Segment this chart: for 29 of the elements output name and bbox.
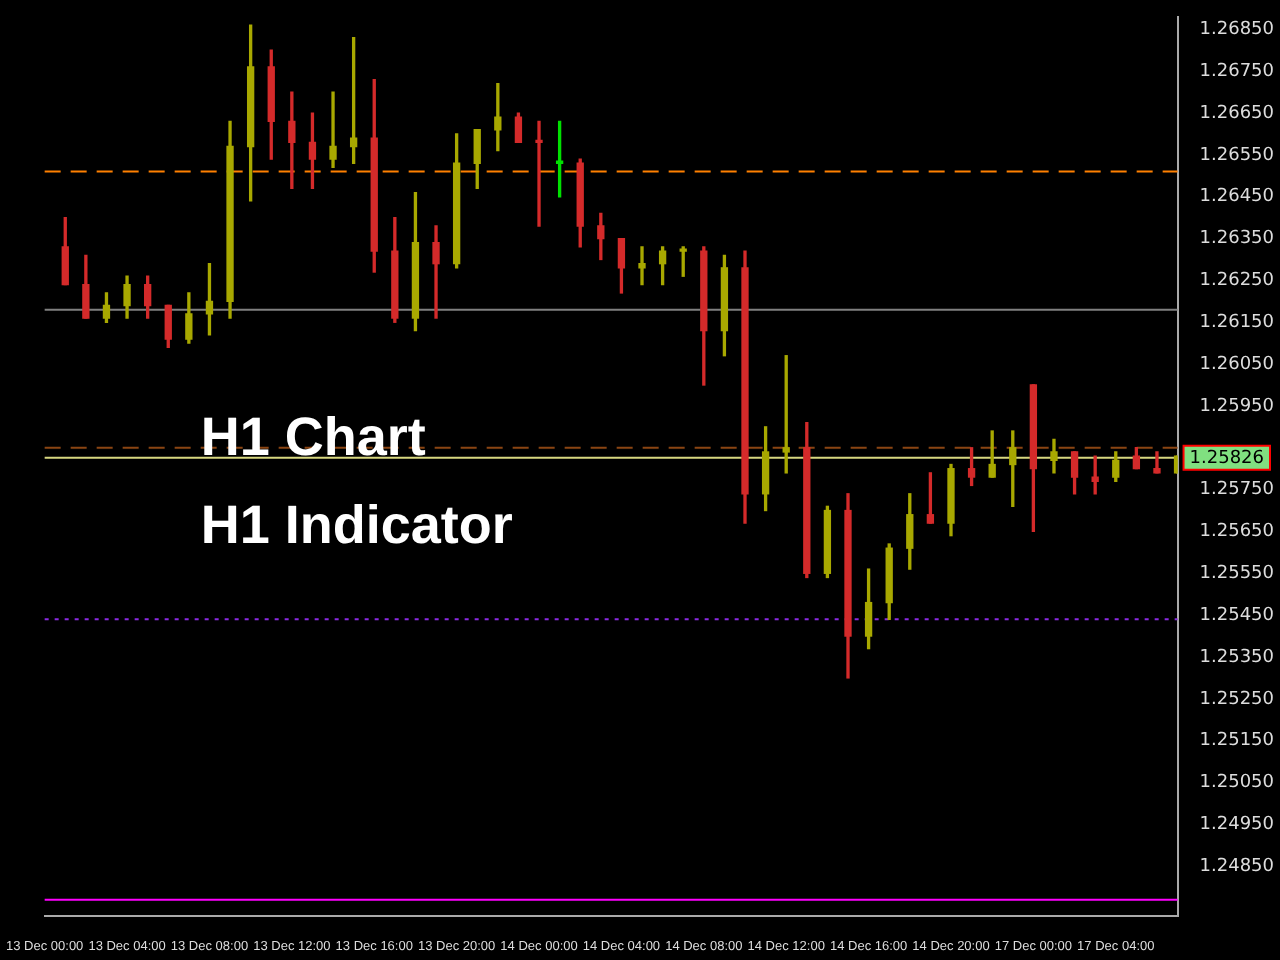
- candlestick: [638, 246, 646, 286]
- annotation: H1 Chart: [200, 406, 426, 467]
- candlestick: [1153, 451, 1161, 474]
- y-tick-label: 1.24950: [1199, 815, 1275, 836]
- y-tick-label: 1.25250: [1199, 689, 1275, 710]
- candlestick: [288, 91, 296, 190]
- candlestick: [329, 91, 337, 169]
- y-tick-label: 1.25550: [1199, 563, 1275, 584]
- y-tick-label: 1.25950: [1199, 396, 1275, 417]
- y-tick-label: 1.25150: [1199, 731, 1275, 752]
- y-tick-label: 1.24850: [1199, 856, 1275, 877]
- y-tick-label: 1.26350: [1199, 229, 1275, 250]
- annotation: H1 Indicator: [200, 494, 514, 555]
- y-tick-label: 1.26550: [1199, 145, 1275, 166]
- y-tick-label: 1.25650: [1199, 522, 1275, 543]
- y-tick-label: 1.25350: [1199, 647, 1275, 668]
- candlestick: [535, 120, 543, 227]
- y-tick-label: 1.26450: [1199, 187, 1275, 208]
- y-tick-label: 1.26750: [1199, 61, 1275, 82]
- y-tick-label: 1.26250: [1199, 271, 1275, 292]
- ref-line-label: 1.25826: [1189, 448, 1265, 469]
- y-tick-label: 1.26150: [1199, 312, 1275, 333]
- y-tick-label: 1.26050: [1199, 354, 1275, 375]
- y-tick-label: 1.25750: [1199, 480, 1275, 501]
- y-tick-label: 1.25450: [1199, 605, 1275, 626]
- y-tick-label: 1.26650: [1199, 103, 1275, 124]
- y-tick-label: 1.26850: [1199, 20, 1275, 41]
- candlestick: [432, 225, 440, 319]
- y-tick-label: 1.25050: [1199, 773, 1275, 794]
